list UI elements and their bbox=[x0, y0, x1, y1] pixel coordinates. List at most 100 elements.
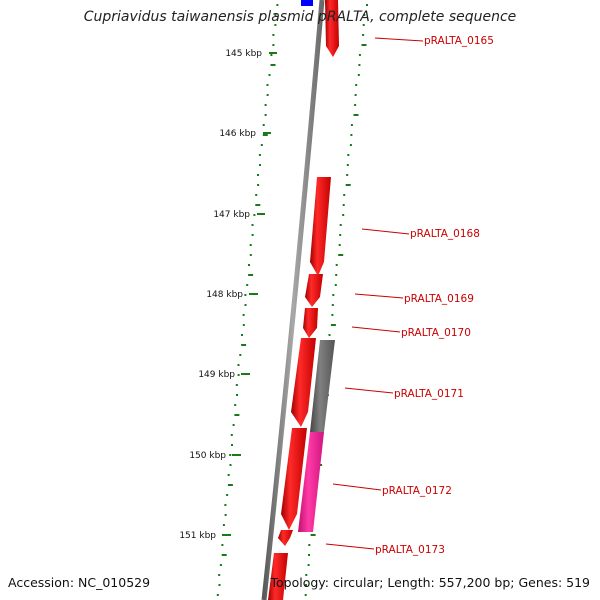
plasmid-backbone bbox=[261, 0, 325, 600]
scale-ticks: 145 kbp 146 kbp 147 kbp 148 kbp 149 kbp … bbox=[179, 49, 277, 541]
gc-dot bbox=[249, 244, 252, 246]
gc-dot bbox=[227, 474, 230, 476]
gc-dot bbox=[361, 44, 367, 46]
gene-pRALTA_0173-arrow bbox=[268, 553, 288, 600]
gc-dot bbox=[260, 144, 263, 146]
gc-dot bbox=[332, 294, 335, 296]
gene-blue-fragment bbox=[301, 0, 313, 6]
gc-dot bbox=[258, 154, 261, 156]
gc-dot bbox=[366, 4, 368, 6]
gene-track bbox=[268, 0, 339, 600]
gc-dot bbox=[272, 34, 275, 36]
leader-line-pRALTA_0165 bbox=[374, 37, 424, 42]
leader-line-pRALTA_0173 bbox=[325, 543, 375, 550]
gc-dot bbox=[334, 284, 337, 286]
gc-dot bbox=[362, 24, 365, 26]
gc-dot bbox=[264, 114, 267, 116]
gc-dot bbox=[253, 214, 256, 216]
gc-dot bbox=[216, 594, 219, 596]
gc-dot bbox=[251, 234, 254, 236]
gc-dot bbox=[266, 94, 269, 96]
gc-dot bbox=[234, 404, 237, 406]
gc-dot bbox=[350, 134, 353, 136]
gene-label-pRALTA_0165: pRALTA_0165 bbox=[424, 35, 494, 47]
gc-dot bbox=[242, 314, 245, 316]
gc-dot bbox=[357, 74, 360, 76]
gc-dot bbox=[355, 84, 358, 86]
leader-line-pRALTA_0170 bbox=[351, 326, 401, 333]
gc-dot bbox=[335, 274, 338, 276]
leader-line-pRALTA_0171 bbox=[344, 387, 394, 394]
gc-dot bbox=[227, 484, 233, 486]
gc-dot bbox=[229, 464, 232, 466]
gc-dot bbox=[308, 544, 311, 546]
scale-label-147: 147 kbp bbox=[213, 210, 250, 220]
gc-dot bbox=[221, 544, 224, 546]
gc-dot bbox=[339, 234, 342, 236]
gc-dot bbox=[251, 224, 254, 226]
gc-dot bbox=[347, 154, 350, 156]
gene-pRALTA_0172-arrow bbox=[278, 530, 293, 546]
gc-dot bbox=[350, 124, 353, 126]
scale-label-151: 151 kbp bbox=[179, 531, 216, 541]
gene-labels: pRALTA_0165 pRALTA_0168 pRALTA_0169 pRAL… bbox=[325, 35, 494, 556]
gc-dot bbox=[249, 254, 252, 256]
gene-label-pRALTA_0171: pRALTA_0171 bbox=[394, 388, 464, 400]
gene-pRALTA_0169-arrow bbox=[303, 308, 318, 338]
gc-dot bbox=[331, 304, 334, 306]
gc-dot bbox=[335, 264, 338, 266]
gc-dot bbox=[257, 184, 260, 186]
gc-content-track-left bbox=[216, 4, 279, 596]
gc-dot bbox=[222, 524, 225, 526]
gc-dot bbox=[362, 34, 365, 36]
gene-pRALTA_0167-arrow bbox=[310, 177, 331, 276]
gc-dot bbox=[358, 64, 361, 66]
gc-dot bbox=[255, 194, 258, 196]
gene-pink-segment bbox=[298, 432, 324, 532]
gc-dot bbox=[342, 204, 345, 206]
scale-label-146: 146 kbp bbox=[219, 129, 256, 139]
gc-dot bbox=[237, 374, 240, 376]
gc-dot bbox=[308, 554, 310, 556]
gene-label-pRALTA_0173: pRALTA_0173 bbox=[375, 544, 445, 556]
gc-dot bbox=[218, 574, 221, 576]
gene-label-pRALTA_0168: pRALTA_0168 bbox=[410, 228, 480, 240]
gc-dot bbox=[218, 584, 221, 586]
gc-dot bbox=[232, 424, 235, 426]
gc-dot bbox=[330, 324, 336, 326]
gc-dot bbox=[353, 114, 359, 116]
gc-dot bbox=[241, 334, 243, 336]
gc-dot bbox=[328, 334, 331, 336]
gc-dot bbox=[241, 344, 247, 346]
gc-dot bbox=[338, 254, 344, 256]
gene-label-pRALTA_0169: pRALTA_0169 bbox=[404, 293, 474, 305]
gc-dot bbox=[255, 204, 261, 206]
gc-dot bbox=[354, 94, 357, 96]
scale-label-150: 150 kbp bbox=[189, 451, 226, 461]
gc-dot bbox=[236, 394, 238, 396]
gc-dot bbox=[248, 274, 254, 276]
leader-line-pRALTA_0172 bbox=[332, 483, 382, 491]
gc-dot bbox=[244, 304, 247, 306]
gene-pRALTA_0170-arrow bbox=[291, 338, 316, 427]
gc-dot bbox=[272, 44, 275, 46]
gc-dot bbox=[305, 574, 308, 576]
gc-dot bbox=[339, 224, 342, 226]
gc-dot bbox=[268, 74, 271, 76]
gc-dot bbox=[346, 164, 349, 166]
gc-dot bbox=[262, 124, 265, 126]
gc-dot bbox=[331, 314, 334, 316]
scale-label-148: 148 kbp bbox=[206, 290, 243, 300]
gc-dot bbox=[226, 494, 229, 496]
gc-dot bbox=[349, 144, 352, 146]
gc-dot bbox=[259, 164, 261, 166]
leader-line-pRALTA_0168 bbox=[361, 228, 410, 235]
gene-label-pRALTA_0170: pRALTA_0170 bbox=[401, 327, 471, 339]
gc-dot bbox=[239, 354, 242, 356]
gc-dot bbox=[270, 54, 273, 56]
gc-dot bbox=[224, 514, 227, 516]
map-title: Cupriavidus taiwanensis plasmid pRALTA, … bbox=[83, 9, 517, 25]
gc-dot bbox=[276, 4, 279, 6]
leader-line-pRALTA_0169 bbox=[354, 293, 404, 299]
gc-dot bbox=[358, 54, 361, 56]
